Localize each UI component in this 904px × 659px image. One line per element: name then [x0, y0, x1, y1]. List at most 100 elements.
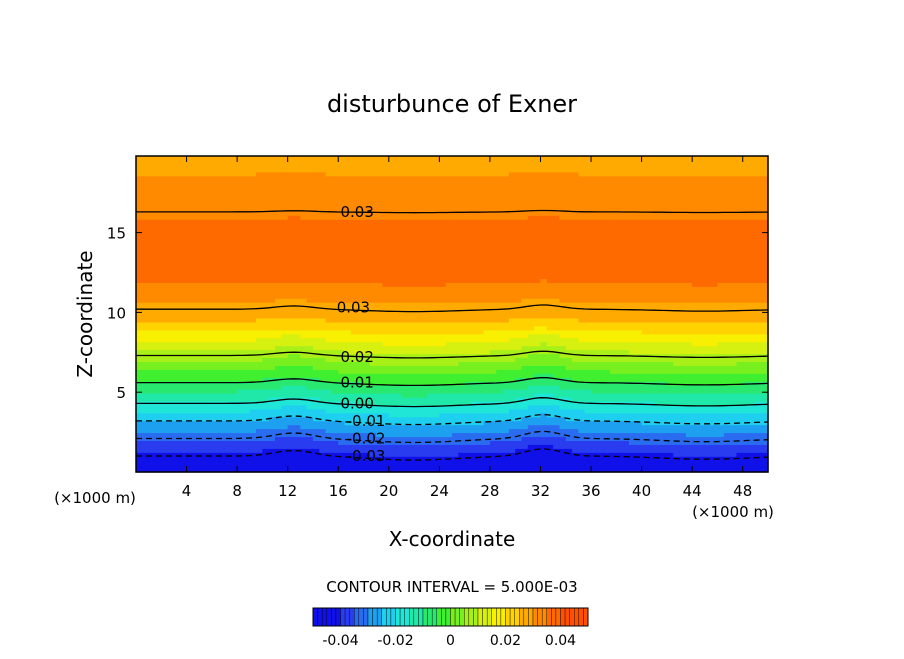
field-cell: [199, 373, 207, 378]
field-cell: [388, 365, 396, 370]
field-cell: [275, 460, 282, 465]
field-cell: [319, 420, 327, 426]
field-cell: [420, 464, 428, 469]
field-cell: [508, 211, 516, 216]
field-cell: [369, 298, 377, 303]
field-cell: [515, 321, 523, 327]
field-cell: [281, 424, 289, 430]
field-cell: [281, 282, 289, 287]
field-cell: [136, 452, 143, 457]
field-cell: [319, 444, 327, 449]
field-cell: [426, 183, 434, 189]
field-cell: [470, 290, 478, 295]
field-cell: [256, 254, 263, 260]
field-cell: [407, 254, 415, 260]
field-cell: [426, 337, 434, 343]
field-cell: [382, 175, 390, 181]
field-cell: [433, 199, 440, 204]
field-cell: [275, 242, 282, 248]
field-cell: [154, 235, 162, 240]
field-cell: [205, 175, 213, 181]
field-cell: [287, 286, 295, 291]
field-cell: [470, 385, 478, 390]
field-cell: [420, 365, 428, 370]
field-cell: [445, 203, 453, 208]
field-cell: [161, 290, 169, 295]
field-cell: [376, 163, 384, 169]
field-cell: [199, 357, 207, 362]
field-cell: [439, 159, 447, 165]
field-cell: [192, 219, 200, 224]
field-cell: [470, 341, 478, 347]
field-cell: [376, 381, 384, 386]
field-cell: [180, 448, 188, 453]
field-cell: [136, 211, 143, 216]
field-cell: [350, 274, 358, 280]
field-cell: [249, 333, 257, 339]
field-cell: [192, 377, 200, 382]
field-cell: [521, 456, 529, 461]
field-cell: [218, 428, 226, 434]
field-cell: [161, 270, 169, 276]
field-cell: [192, 373, 200, 378]
field-cell: [154, 203, 162, 208]
field-cell: [508, 294, 516, 299]
field-cell: [376, 294, 384, 299]
field-cell: [192, 369, 200, 374]
field-cell: [199, 302, 207, 307]
field-cell: [154, 325, 162, 331]
field-cell: [344, 325, 352, 331]
field-cell: [211, 329, 219, 335]
field-cell: [192, 250, 200, 256]
field-cell: [325, 290, 333, 295]
field-cell: [433, 341, 440, 347]
field-cell: [496, 456, 504, 461]
field-cell: [521, 329, 529, 335]
field-cell: [167, 219, 175, 224]
field-cell: [205, 345, 213, 351]
field-cell: [508, 235, 516, 240]
field-cell: [319, 270, 327, 276]
field-cell: [136, 306, 143, 311]
field-cell: [452, 436, 459, 441]
field-cell: [173, 290, 181, 295]
field-cell: [312, 286, 320, 291]
field-cell: [376, 353, 384, 359]
field-cell: [173, 377, 181, 382]
field-cell: [350, 258, 358, 264]
field-cell: [312, 389, 320, 394]
field-cell: [312, 314, 320, 319]
field-cell: [369, 278, 377, 283]
field-cell: [312, 294, 320, 299]
field-cell: [230, 238, 238, 244]
field-cell: [401, 175, 409, 181]
field-cell: [325, 258, 333, 264]
field-cell: [433, 294, 440, 299]
field-cell: [319, 404, 327, 410]
field-cell: [167, 294, 175, 299]
field-cell: [167, 408, 175, 414]
field-cell: [470, 412, 478, 418]
field-cell: [262, 396, 270, 402]
field-cell: [426, 377, 434, 382]
field-cell: [237, 211, 245, 216]
field-cell: [230, 298, 238, 303]
field-cell: [445, 191, 453, 197]
field-cell: [508, 254, 516, 260]
field-cell: [521, 215, 529, 220]
field-cell: [363, 175, 371, 181]
field-cell: [154, 246, 162, 252]
field-cell: [186, 250, 194, 256]
field-cell: [230, 317, 238, 323]
field-cell: [407, 163, 415, 169]
field-cell: [433, 274, 440, 280]
field-cell: [237, 440, 245, 445]
field-cell: [142, 377, 150, 382]
field-cell: [502, 444, 510, 449]
field-cell: [502, 377, 510, 382]
field-cell: [205, 428, 213, 434]
field-cell: [458, 464, 466, 469]
field-cell: [142, 444, 150, 449]
field-cell: [452, 361, 459, 366]
field-cell: [350, 179, 358, 185]
